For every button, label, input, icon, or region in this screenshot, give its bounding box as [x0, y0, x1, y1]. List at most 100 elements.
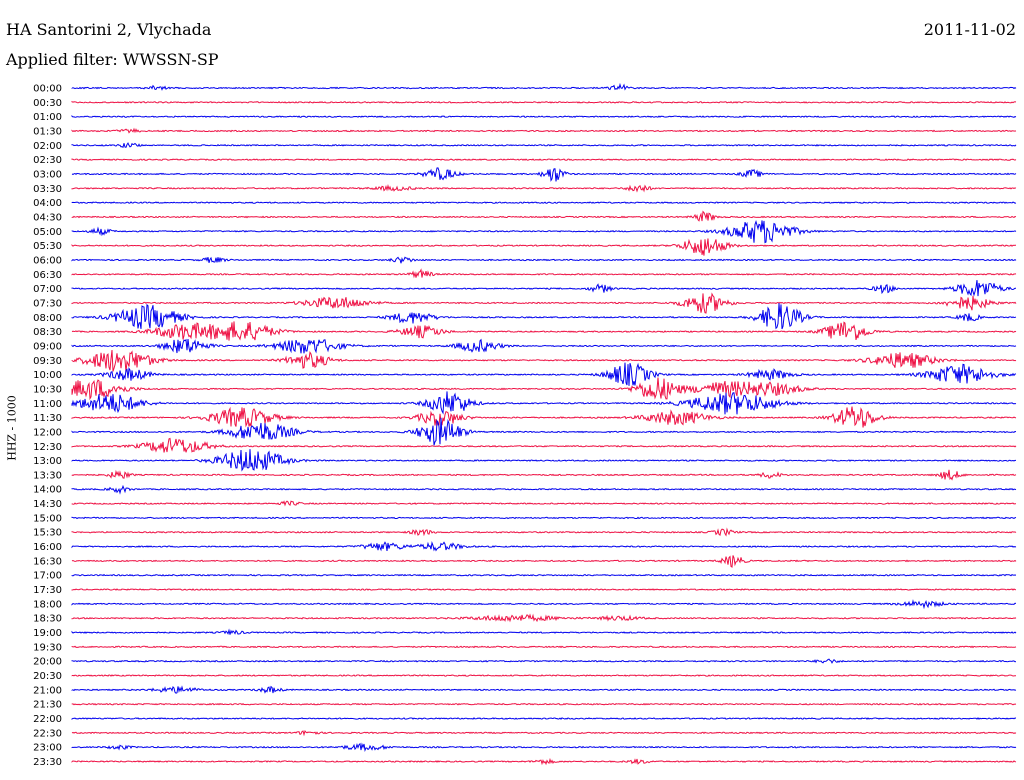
- trace-row-0400: [71, 201, 1017, 204]
- trace-row-1600: [71, 541, 1017, 552]
- trace-row-1700: [71, 573, 1017, 577]
- time-tick-label: 14:00: [33, 485, 62, 496]
- time-tick-label: 04:00: [33, 198, 62, 209]
- trace-row-2200: [71, 717, 1017, 720]
- time-tick-label: 11:00: [33, 399, 62, 410]
- trace-row-0430: [71, 210, 1017, 222]
- time-tick-label: 12:30: [33, 442, 62, 453]
- time-tick-label: 23:00: [33, 743, 62, 754]
- trace-row-1230: [71, 437, 1017, 453]
- trace-row-1530: [71, 527, 1017, 537]
- filter-label: Applied filter: WWSSN-SP: [6, 50, 219, 69]
- trace-row-1400: [71, 484, 1017, 495]
- trace-row-0900: [71, 338, 1017, 354]
- time-tick-label: 18:00: [33, 599, 62, 610]
- time-tick-label: 03:30: [33, 184, 62, 195]
- trace-row-0500: [71, 219, 1017, 244]
- trace-row-1630: [71, 555, 1017, 568]
- time-tick-label: 10:30: [33, 384, 62, 395]
- time-tick-label: 02:00: [33, 141, 62, 152]
- trace-row-1930: [71, 645, 1017, 649]
- trace-row-1300: [71, 449, 1016, 472]
- station-title: HA Santorini 2, Vlychada: [6, 20, 212, 39]
- trace-row-0630: [71, 268, 1017, 279]
- trace-row-2230: [71, 729, 1017, 737]
- trace-row-0800: [71, 303, 1017, 330]
- trace-row-1100: [71, 391, 1017, 415]
- time-tick-label: 17:00: [33, 571, 62, 582]
- time-tick-label: 08:00: [33, 313, 62, 324]
- time-tick-label: 04:30: [33, 212, 62, 223]
- time-tick-label: 09:30: [33, 356, 62, 367]
- trace-row-1730: [71, 588, 1017, 591]
- trace-row-0930: [71, 349, 1017, 373]
- time-tick-label: 01:00: [33, 112, 62, 123]
- time-tick-label: 08:30: [33, 327, 62, 338]
- trace-row-2300: [71, 742, 1017, 752]
- time-tick-label: 19:30: [33, 642, 62, 653]
- trace-row-0330: [71, 184, 1017, 193]
- time-tick-label: 20:00: [33, 657, 62, 668]
- trace-row-1200: [71, 417, 1017, 446]
- trace-row-0700: [71, 280, 1016, 297]
- time-tick-label: 09:00: [33, 341, 62, 352]
- trace-row-1500: [71, 516, 1017, 520]
- trace-row-1900: [71, 628, 1017, 635]
- time-tick-label: 20:30: [33, 671, 62, 682]
- trace-row-2030: [71, 674, 1017, 677]
- trace-row-2000: [71, 658, 1017, 664]
- trace-row-0100: [71, 114, 1017, 118]
- time-tick-label: 14:30: [33, 499, 62, 510]
- trace-row-2130: [71, 702, 1017, 706]
- trace-row-0530: [71, 238, 1016, 256]
- time-tick-label: 05:00: [33, 227, 62, 238]
- time-tick-label: 00:30: [33, 98, 62, 109]
- trace-row-1330: [71, 469, 1017, 481]
- trace-row-1000: [71, 362, 1017, 386]
- time-tick-label: 23:30: [33, 757, 62, 768]
- time-tick-label: 19:00: [33, 628, 62, 639]
- time-tick-label: 22:30: [33, 728, 62, 739]
- time-tick-label: 15:30: [33, 528, 62, 539]
- time-tick-label: 01:30: [33, 126, 62, 137]
- trace-row-0730: [71, 292, 1017, 314]
- trace-row-0230: [71, 158, 1017, 161]
- trace-row-1130: [71, 406, 1017, 428]
- trace-row-1030: [71, 377, 1017, 401]
- time-tick-label: 16:30: [33, 556, 62, 567]
- time-tick-label: 12:00: [33, 427, 62, 438]
- time-tick-label: 06:00: [33, 255, 62, 266]
- time-tick-label: 02:30: [33, 155, 62, 166]
- trace-row-0030: [71, 100, 1017, 104]
- trace-row-0130: [71, 127, 1017, 134]
- time-tick-label: 21:30: [33, 700, 62, 711]
- time-tick-label: 05:30: [33, 241, 62, 252]
- time-tick-label: 21:00: [33, 685, 62, 696]
- trace-row-0830: [71, 321, 1017, 341]
- time-tick-label: 00:00: [33, 84, 62, 95]
- trace-row-1430: [71, 500, 1017, 507]
- time-tick-label: 07:00: [33, 284, 62, 295]
- time-tick-label: 06:30: [33, 270, 62, 281]
- time-tick-label: 16:00: [33, 542, 62, 553]
- time-tick-label: 17:30: [33, 585, 62, 596]
- trace-row-2100: [71, 685, 1017, 694]
- time-tick-label: 22:00: [33, 714, 62, 725]
- time-tick-label: 13:30: [33, 470, 62, 481]
- trace-row-2330: [71, 757, 1017, 766]
- trace-row-1830: [71, 613, 1017, 623]
- time-tick-label: 10:00: [33, 370, 62, 381]
- time-tick-label: 18:30: [33, 614, 62, 625]
- trace-row-0000: [71, 82, 1017, 91]
- time-tick-label: 13:00: [33, 456, 62, 467]
- time-tick-label: 03:00: [33, 169, 62, 180]
- trace-row-1800: [71, 599, 1017, 610]
- time-tick-label: 15:00: [33, 513, 62, 524]
- time-tick-label: 07:30: [33, 298, 62, 309]
- trace-row-0200: [71, 142, 1017, 149]
- trace-row-0300: [71, 167, 1017, 182]
- trace-row-0600: [71, 256, 1017, 264]
- record-date: 2011-11-02: [923, 20, 1016, 39]
- time-tick-label: 11:30: [33, 413, 62, 424]
